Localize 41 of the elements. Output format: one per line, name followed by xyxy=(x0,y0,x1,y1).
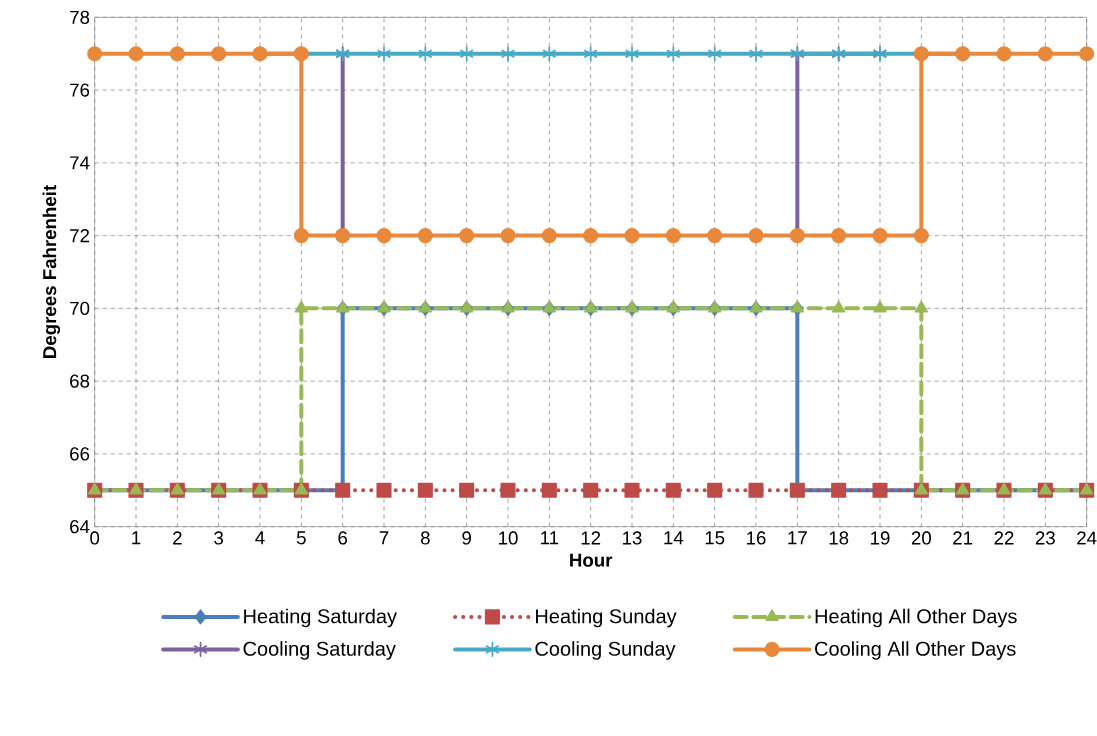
x-tick-label: 11 xyxy=(541,531,559,545)
x-tick-label: 16 xyxy=(747,531,766,545)
x-tick-label: 17 xyxy=(788,531,807,545)
legend-label: Heating Sunday xyxy=(536,608,677,628)
x-tick-label: 10 xyxy=(499,531,518,545)
y-tick-label: 70 xyxy=(70,301,90,315)
x-tick-label: 5 xyxy=(296,531,306,545)
y-axis-title: Degrees Fahrenheit xyxy=(42,185,61,358)
x-tick-label: 12 xyxy=(581,531,601,545)
x-tick-label: 3 xyxy=(214,531,224,545)
x-tick-label: 18 xyxy=(829,531,849,545)
x-tick-label: 1 xyxy=(132,531,141,545)
y-tick-label: 72 xyxy=(70,229,90,243)
x-tick-label: 20 xyxy=(911,531,931,545)
legend-label: Heating All Other Days xyxy=(815,608,1017,628)
x-tick-label: 4 xyxy=(255,531,265,545)
x-tick-label: 2 xyxy=(173,531,182,545)
y-tick-label: 66 xyxy=(70,447,90,461)
x-tick-label: 7 xyxy=(379,531,389,545)
x-tick-label: 13 xyxy=(623,531,642,545)
x-tick-label: 6 xyxy=(338,531,348,545)
x-tick-label: 22 xyxy=(994,531,1014,545)
y-tick-label: 78 xyxy=(70,10,90,24)
y-tick-label: 74 xyxy=(70,156,90,170)
legend-label: Heating Saturday xyxy=(244,608,397,628)
legend-label: Cooling Saturday xyxy=(243,641,396,660)
x-tick-label: 8 xyxy=(420,531,430,545)
x-tick-label: 15 xyxy=(705,531,725,545)
x-tick-label: 0 xyxy=(90,531,100,545)
x-tick-label: 21 xyxy=(953,531,973,545)
x-tick-label: 23 xyxy=(1035,531,1055,545)
legend-label: Cooling Sunday xyxy=(535,641,676,660)
x-tick-label: 14 xyxy=(664,531,684,545)
x-axis-title: Hour xyxy=(570,553,613,567)
x-tick-label: 24 xyxy=(1077,531,1097,545)
y-tick-label: 76 xyxy=(70,83,90,97)
legend-label: Cooling All Other Days xyxy=(815,641,1016,660)
x-tick-label: 19 xyxy=(871,531,890,545)
x-tick-label: 9 xyxy=(462,531,471,545)
y-tick-label: 68 xyxy=(70,374,90,388)
y-tick-label: 64 xyxy=(70,520,90,534)
